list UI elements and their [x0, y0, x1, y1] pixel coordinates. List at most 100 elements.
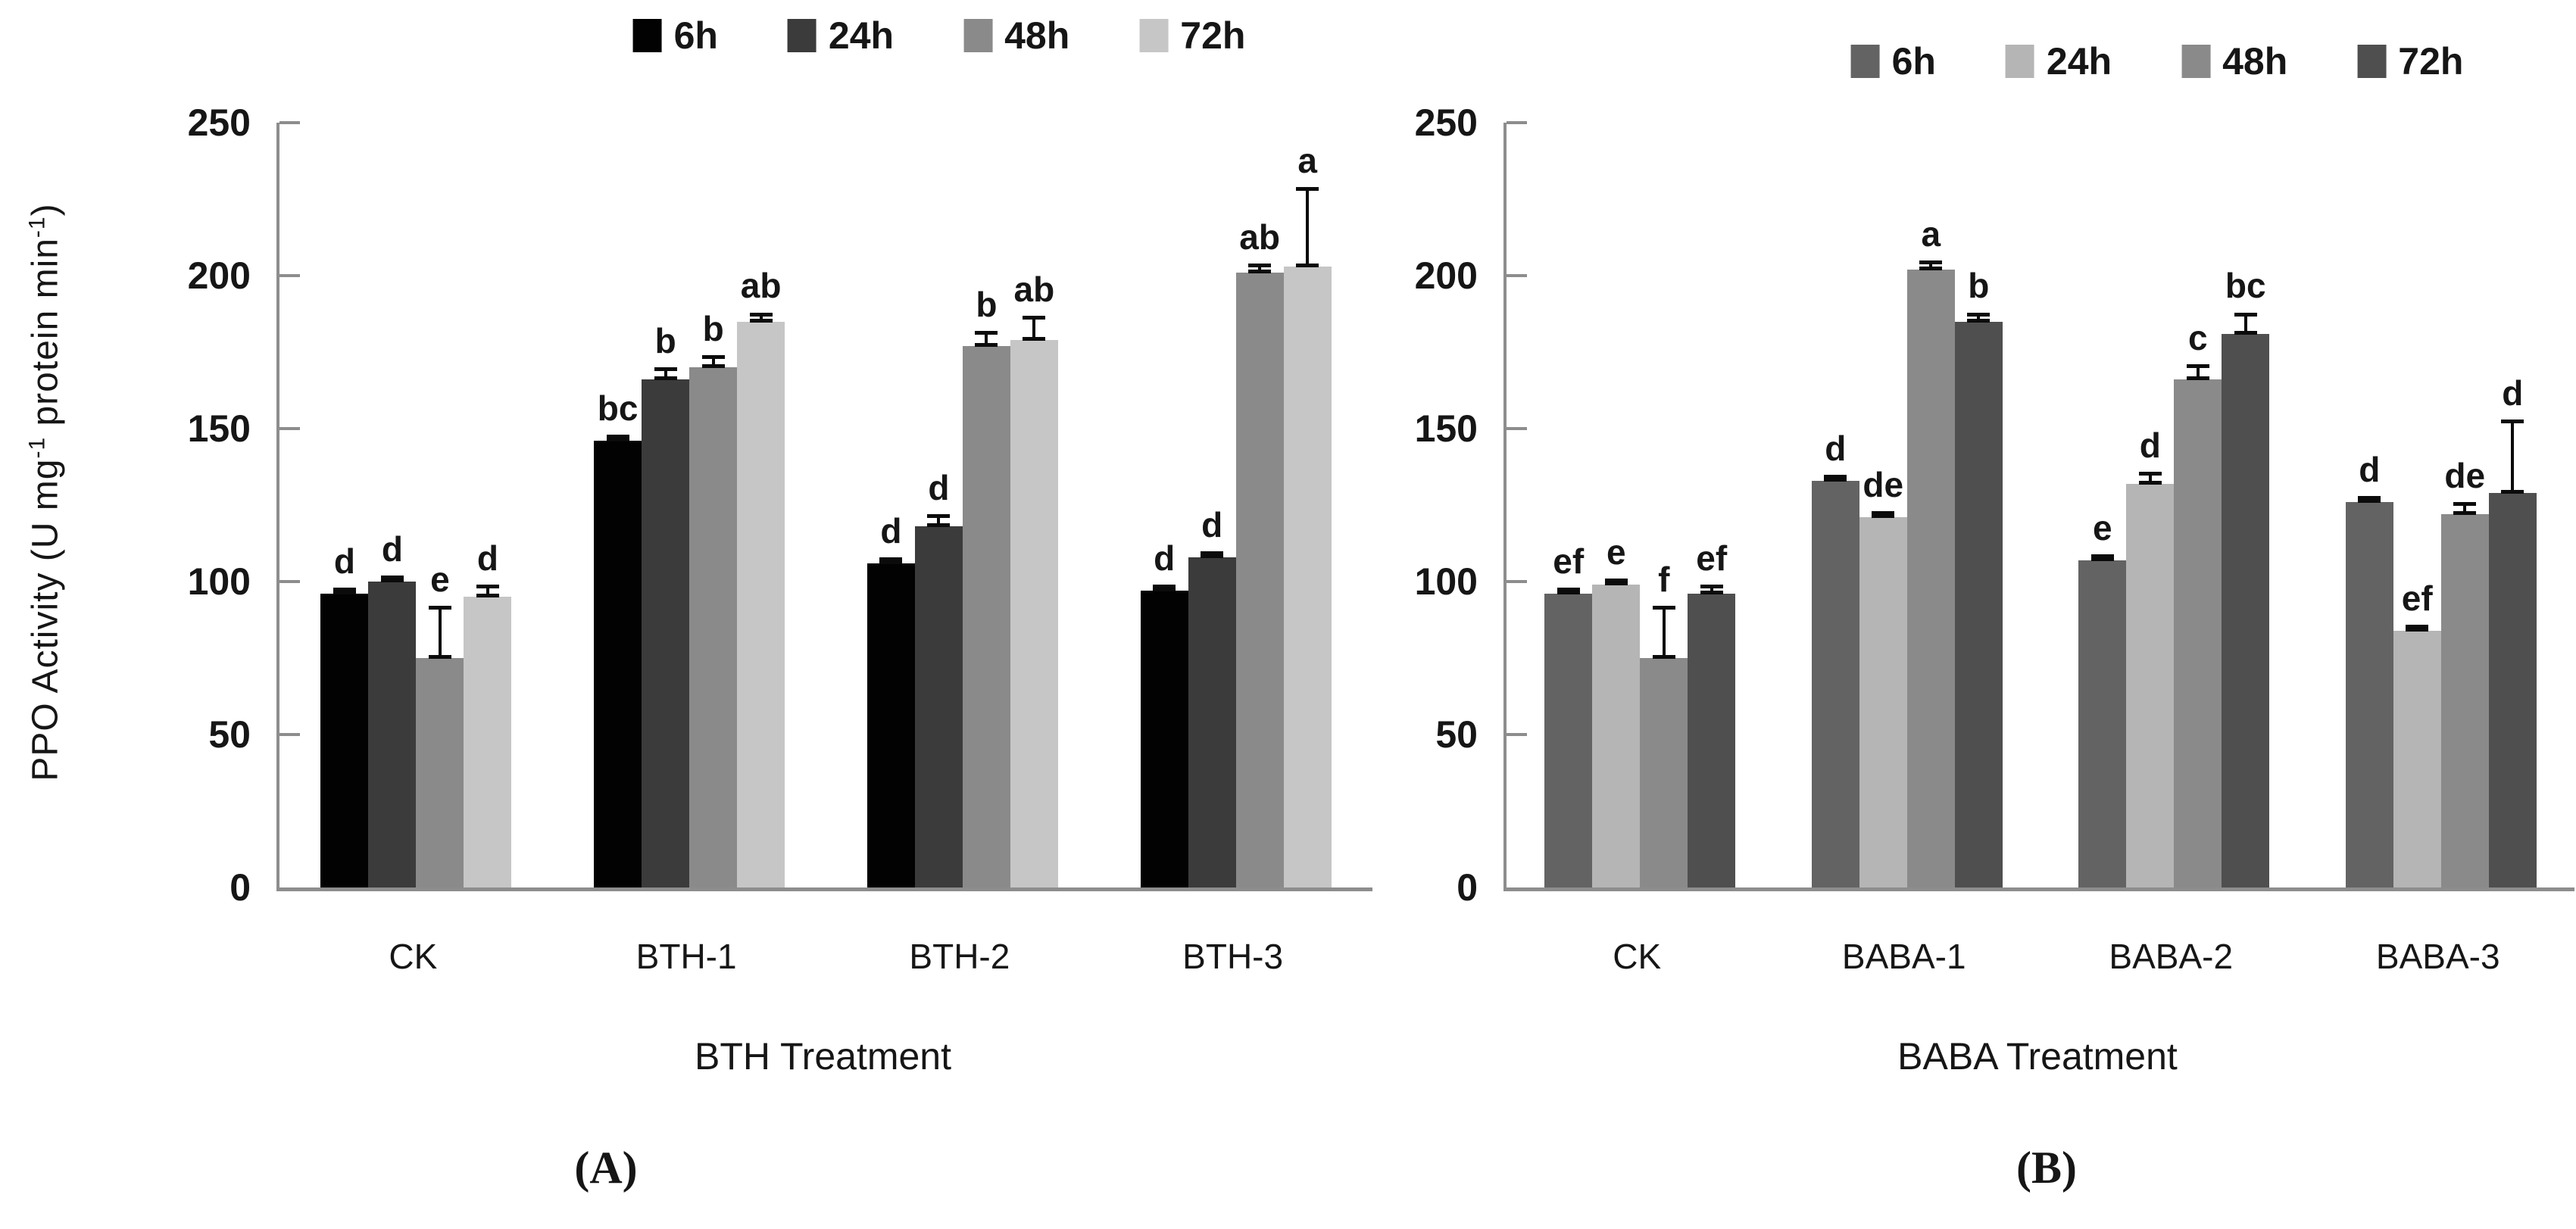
bar-slot: ef [2393, 123, 2441, 887]
significance-letter: bc [597, 388, 639, 429]
significance-letter: ab [1013, 269, 1055, 309]
error-bar [1977, 312, 1981, 322]
bar-slot: de [1859, 123, 1907, 887]
y-tick-mark [279, 121, 300, 124]
significance-letter: ab [1239, 217, 1280, 257]
error-bar [2196, 364, 2200, 380]
error-bar [1163, 585, 1166, 591]
bar-slot: d [320, 123, 369, 887]
y-tick-label: 250 [187, 101, 251, 144]
error-bar [2243, 312, 2247, 334]
bar [1811, 480, 1859, 887]
legend-item: 24h [2005, 42, 2112, 80]
error-bar [664, 367, 667, 380]
bar [689, 367, 738, 887]
category-group: ef e f ef [1507, 123, 1774, 887]
bar-slot: d [866, 123, 915, 887]
error-bar [2415, 624, 2419, 631]
panel-caption-a: (A) [574, 1143, 638, 1193]
error-bar [1662, 606, 1666, 658]
error-bar [1881, 511, 1885, 518]
bar [1283, 266, 1332, 887]
legend-swatch [1139, 19, 1169, 52]
error-bar [486, 585, 489, 597]
legend-label: 72h [2398, 40, 2464, 83]
significance-letter: ef [1553, 541, 1585, 582]
legend-label: 6h [673, 14, 718, 57]
chart-panel-a: 6h 24h 48h 72h PPO Activity (U mg-1 protein… [0, 0, 1372, 1229]
significance-letter: ef [2401, 578, 2433, 618]
bar-slot: b [962, 123, 1010, 887]
significance-letter: b [702, 309, 724, 349]
bar [2078, 560, 2127, 887]
bar [2440, 514, 2489, 887]
legend-swatch [963, 19, 993, 52]
bar-slot: bc [594, 123, 642, 887]
bar [1544, 594, 1593, 887]
significance-letter: b [654, 321, 676, 361]
bar [2222, 333, 2270, 887]
x-category-label: CK [389, 937, 438, 976]
bar-slot: d [464, 123, 512, 887]
bar-slot: e [1592, 123, 1641, 887]
legend-label: 6h [1891, 40, 1936, 83]
bar [1592, 585, 1641, 887]
bar [464, 597, 512, 887]
error-bar [759, 312, 763, 322]
x-labels: CK BABA-1 BABA-2 BABA-3 [1503, 937, 2571, 976]
bar-slot: e [416, 123, 464, 887]
legend-label: 72h [1180, 14, 1246, 57]
bar-slot: ef [1544, 123, 1593, 887]
y-title-text: protein min [25, 238, 66, 437]
bar [1954, 321, 2003, 887]
bar-slot: e [2078, 123, 2127, 887]
plot-area: ef e f ef d de a b e d c bc d ef de d 0 50 100 150 200 250 [1415, 101, 2574, 909]
significance-letter: d [333, 541, 355, 582]
y-tick-label: 100 [1414, 560, 1478, 603]
significance-letter: e [430, 560, 450, 600]
bar-slot: d [914, 123, 963, 887]
x-category-label: BTH-2 [909, 937, 1010, 976]
significance-letter: a [1921, 214, 1941, 254]
chart-panel-b: 6h 24h 48h 72h ef e f ef d de a b e d c bc d ef de d 0 50 10… [1394, 0, 2576, 1229]
y-tick-label: 100 [187, 560, 251, 603]
x-labels: CK BTH-1 BTH-2 BTH-3 [276, 937, 1369, 976]
y-tick-mark [1507, 580, 1527, 583]
y-title-text: ) [25, 203, 66, 217]
y-tick-label: 50 [1435, 713, 1478, 756]
y-tick-mark [1507, 121, 1527, 124]
legend-swatch [2357, 45, 2387, 78]
significance-letter: d [928, 468, 950, 508]
bar-slot: d [1188, 123, 1236, 887]
error-bar [2100, 554, 2104, 560]
bar-slot: ab [1235, 123, 1284, 887]
bar [737, 321, 785, 887]
y-tick-label: 200 [1414, 254, 1478, 297]
x-category-label: BTH-3 [1182, 937, 1284, 976]
bar [1906, 269, 1955, 887]
bar-slot: de [2440, 123, 2489, 887]
bar-slot: b [689, 123, 738, 887]
bar [1010, 339, 1058, 887]
bar [962, 345, 1010, 887]
significance-letter: c [2187, 318, 2208, 358]
bar-slot: ab [737, 123, 785, 887]
significance-letter: d [381, 529, 403, 569]
error-bar [2511, 419, 2515, 493]
bar-slot: a [1283, 123, 1332, 887]
plot-area: d d e d bc b b ab d d b ab d d ab a 0 50 100 150 200 250 [188, 101, 1372, 909]
category-group: d d ab a [1099, 123, 1372, 887]
significance-letter: b [976, 284, 998, 324]
y-tick-label: 150 [1414, 407, 1478, 450]
significance-letter: d [1154, 538, 1176, 579]
category-group: d d b ab [826, 123, 1100, 887]
legend-label: 48h [1004, 14, 1070, 57]
error-bar [1306, 186, 1310, 267]
bar-slot: d [2488, 123, 2537, 887]
x-category-label: CK [1613, 937, 1662, 976]
legend-swatch [2005, 45, 2034, 78]
legend-item: 6h [632, 14, 718, 57]
bar-slot: d [368, 123, 417, 887]
